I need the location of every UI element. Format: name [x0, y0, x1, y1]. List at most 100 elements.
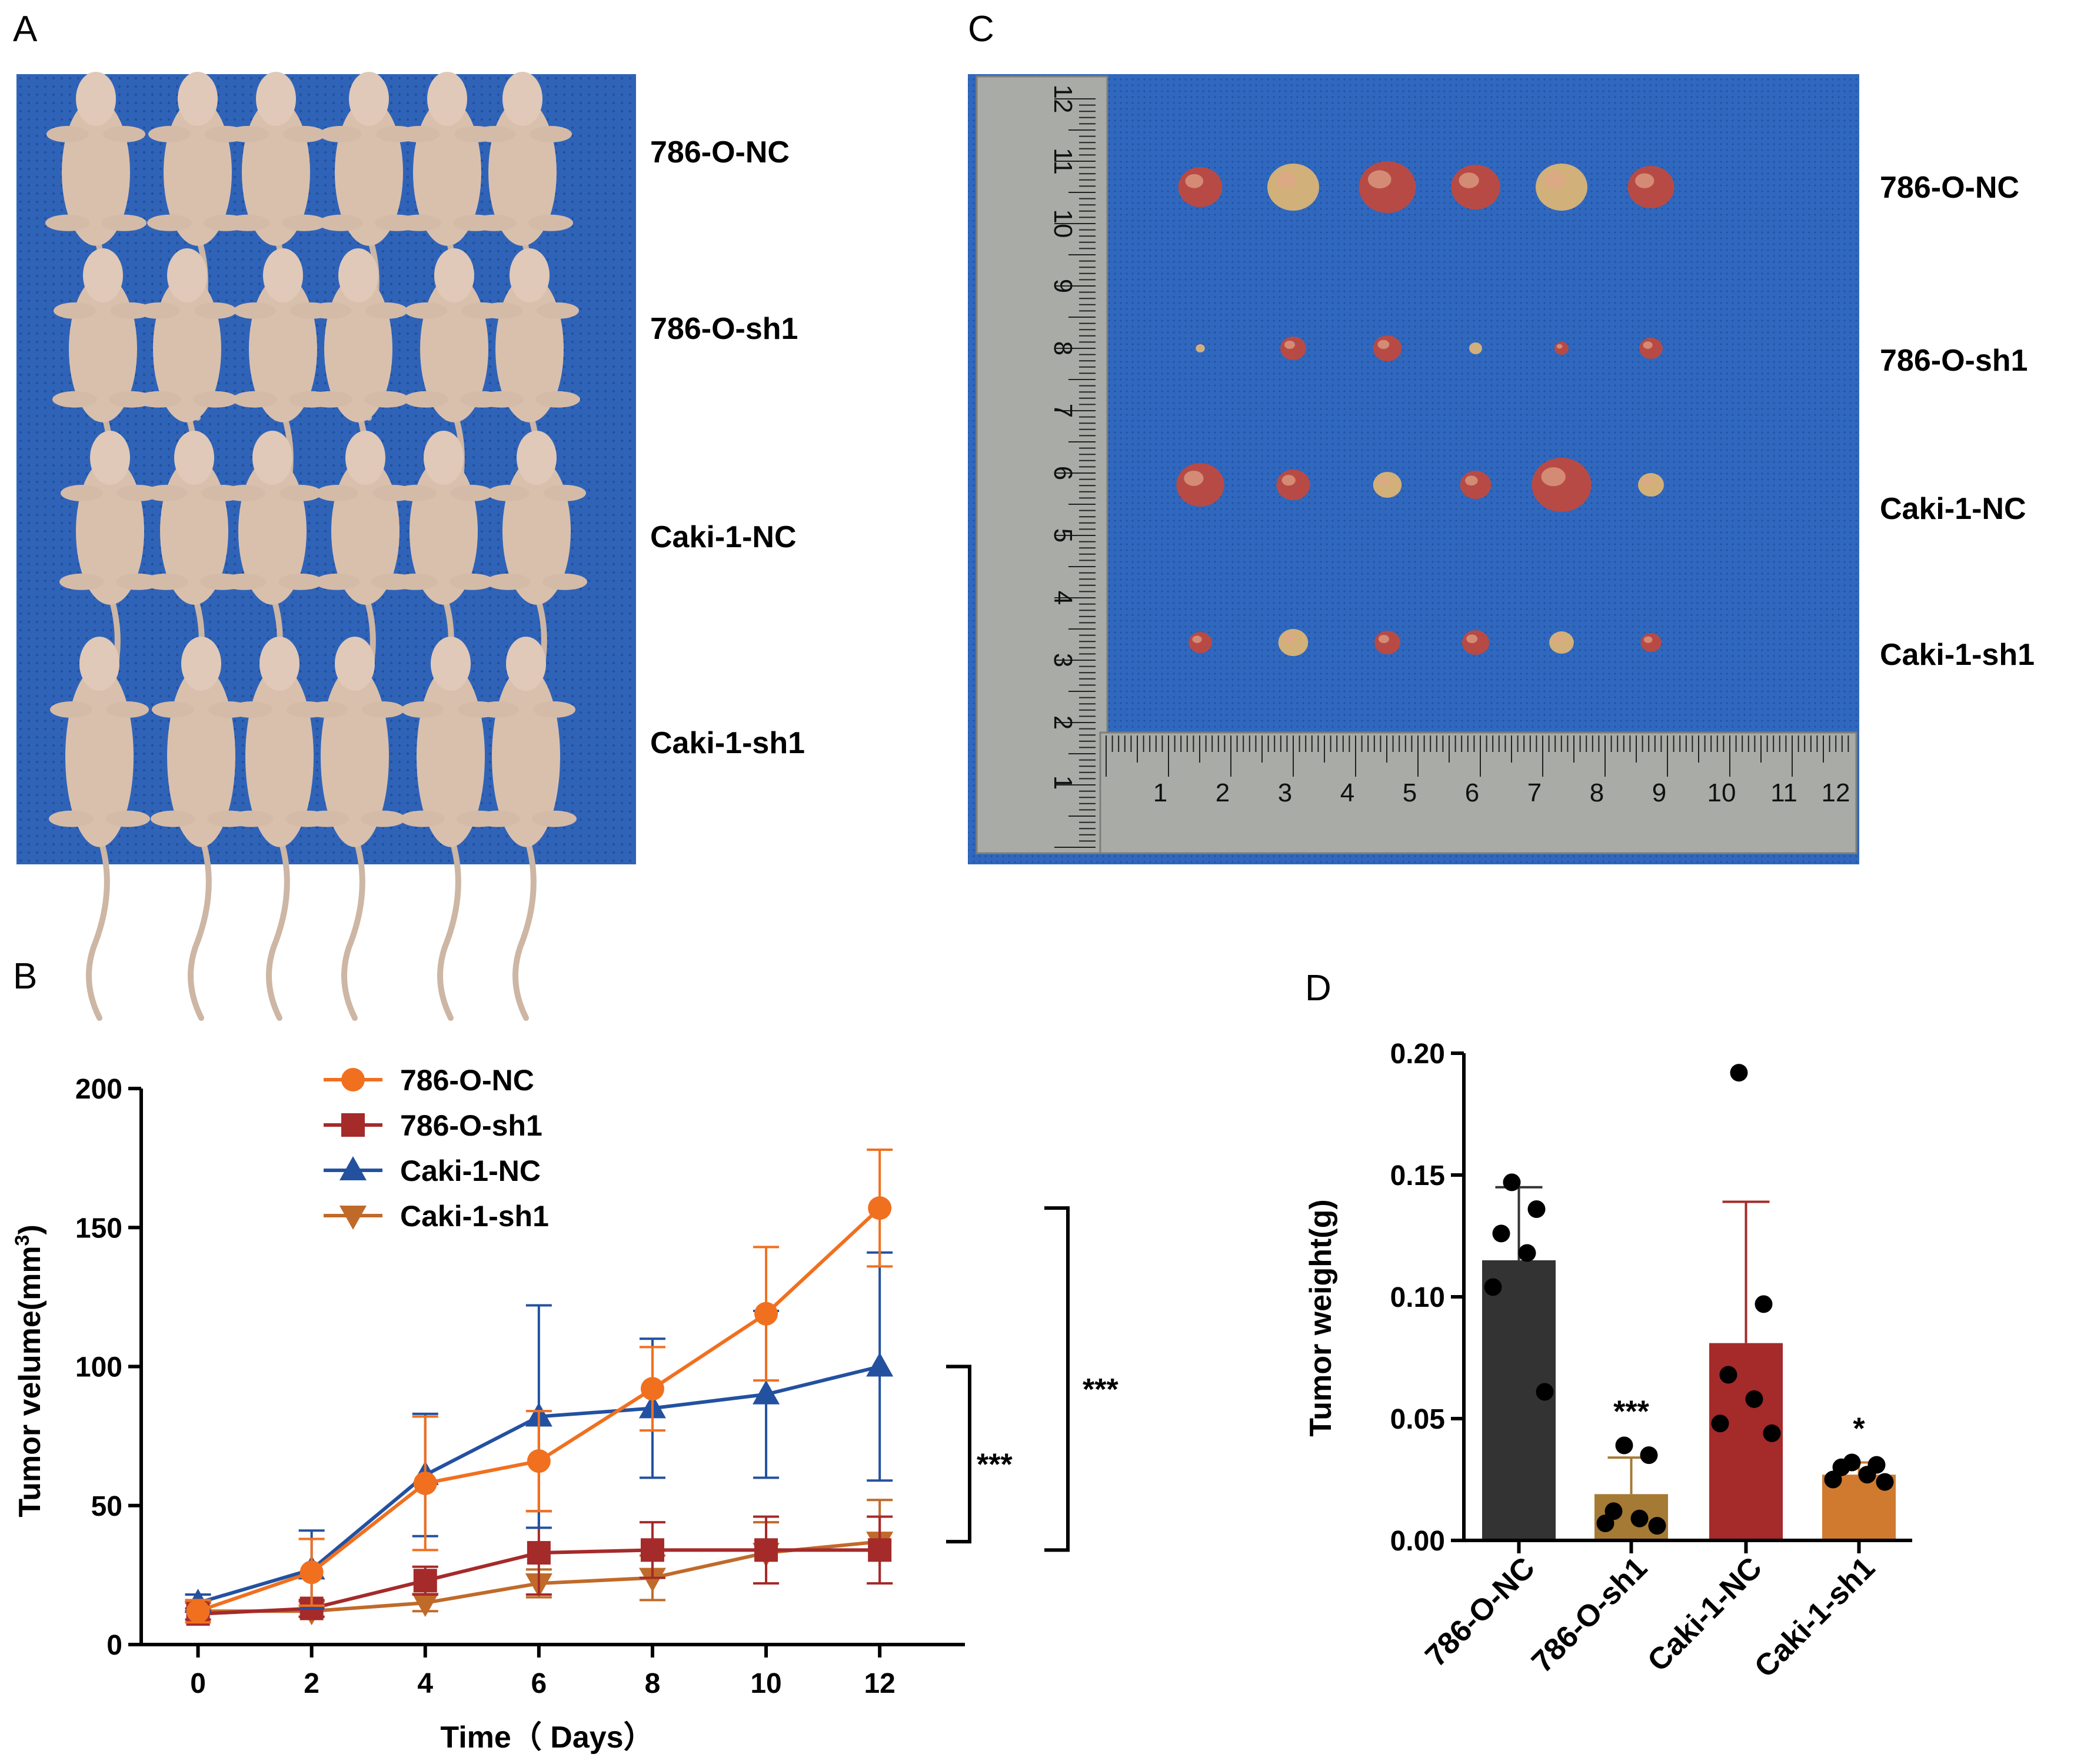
tumor-highlight: [1544, 172, 1565, 188]
chart-d-y-tick-label: 0.15: [1390, 1160, 1445, 1191]
data-point: [341, 1113, 365, 1137]
mice-photo-illustration: [45, 72, 587, 1021]
ruler-number: 4: [1340, 778, 1354, 807]
mouse-leg: [223, 485, 265, 501]
tumor: [1554, 342, 1569, 355]
panel-c-label-786-o-nc: 786-O-NC: [1880, 171, 2019, 205]
mouse: [137, 248, 238, 597]
data-point: [754, 1302, 778, 1326]
significance-bracket: [1044, 1206, 1070, 1552]
mouse-leg: [480, 302, 522, 319]
chart-b-y-axis-title: Tumor velume(mm3): [11, 1224, 47, 1517]
tumor: [1460, 471, 1492, 499]
chart-d-x-tick-label: 786-O-sh1: [1525, 1550, 1654, 1679]
mouse-head: [90, 431, 130, 485]
mouse: [144, 431, 245, 780]
tumor-highlight: [1192, 635, 1202, 643]
chart-b-x-tick-label: 10: [750, 1668, 781, 1699]
data-point: [1630, 1509, 1649, 1527]
tumor: [1532, 458, 1592, 512]
mouse-leg: [54, 302, 96, 319]
data-point: [1648, 1517, 1666, 1535]
mouse-tail: [86, 833, 110, 1021]
data-point: [868, 1196, 892, 1220]
data-point: [339, 1206, 367, 1230]
mouse: [45, 72, 147, 421]
data-point: [1824, 1470, 1842, 1489]
ruler-number: 3: [1278, 778, 1292, 807]
mouse-head: [434, 248, 474, 302]
mouse-leg: [46, 126, 89, 142]
ruler-number: 5: [1403, 778, 1417, 807]
ruler-number: 9: [1048, 279, 1077, 293]
ruler-number: 8: [1048, 341, 1077, 355]
ruler-number: 7: [1048, 404, 1077, 418]
data-point: [1640, 1446, 1658, 1465]
mouse-head: [178, 72, 218, 126]
tumor: [1176, 463, 1224, 507]
chart-b-x-tick-label: 6: [531, 1668, 547, 1699]
mouse-head: [510, 248, 550, 302]
mouse-leg: [227, 126, 269, 142]
tumor-highlight: [1283, 634, 1296, 644]
mouse: [52, 248, 154, 597]
mouse-leg: [365, 302, 408, 319]
ruler-number: 2: [1048, 715, 1077, 730]
mouse-head: [181, 637, 221, 691]
mouse-head: [335, 637, 375, 691]
mouse-leg: [472, 214, 517, 231]
mouse-leg: [315, 573, 359, 590]
mouse-leg: [304, 810, 349, 827]
data-point: [868, 1538, 892, 1562]
mouse-leg: [147, 214, 192, 231]
mouse-leg: [362, 701, 404, 718]
panel-a-label-caki-1-nc: Caki-1-NC: [650, 520, 797, 554]
mouse-leg: [319, 126, 362, 142]
mouse-leg: [102, 214, 147, 231]
tumor: [1639, 338, 1663, 359]
mouse-leg: [234, 302, 276, 319]
data-point: [1596, 1515, 1614, 1533]
data-point: [1876, 1473, 1894, 1491]
tumor: [1451, 165, 1500, 209]
mouse-leg: [305, 701, 348, 718]
tumor-highlight: [1185, 174, 1204, 188]
significance-label: ***: [977, 1447, 1013, 1482]
chart-d-bars: [1482, 1064, 1896, 1540]
mouse: [475, 637, 577, 1021]
mouse-leg: [137, 391, 181, 408]
tumor-highlight: [1644, 636, 1653, 643]
mouse-head: [424, 431, 464, 485]
panel-c-label-786-o-sh1: 786-O-sh1: [1880, 344, 2028, 378]
mouse-leg: [532, 810, 577, 827]
mouse-leg: [535, 391, 580, 408]
tumors-photo-illustration: [1176, 161, 1674, 656]
ruler-number: 11: [1048, 148, 1077, 175]
mouse-head: [79, 637, 119, 691]
mouse-leg: [144, 573, 188, 590]
data-point: [1527, 1200, 1546, 1218]
panel-c-label-caki-1-sh1: Caki-1-sh1: [1880, 638, 2035, 672]
tumor: [1549, 631, 1574, 654]
chart-b-y-tick-label: 200: [75, 1074, 122, 1105]
panel-d-letter: D: [1305, 968, 1331, 1009]
mouse-leg: [138, 302, 180, 319]
mouse-head: [506, 637, 546, 691]
vertical-ruler-numbers: 1 2 3 4 5 6 7 8 9 10 11 12: [1048, 85, 1077, 790]
series-786-o-nc: [185, 1148, 893, 1624]
horizontal-ruler: 1 2 3 4 5 6 7 8 9 10 11 12: [1099, 731, 1857, 854]
tumor: [1178, 167, 1223, 207]
panel-c-letter: C: [968, 9, 994, 49]
mouse: [59, 431, 161, 780]
tumor-highlight: [1643, 341, 1653, 349]
mouse-leg: [533, 701, 575, 718]
mouse-head: [83, 248, 123, 302]
ruler-number: 12: [1048, 85, 1077, 114]
chart-b-x-tick-label: 12: [864, 1668, 895, 1699]
mouse-leg: [106, 701, 149, 718]
data-point: [1730, 1064, 1748, 1082]
tumor: [1267, 164, 1319, 211]
